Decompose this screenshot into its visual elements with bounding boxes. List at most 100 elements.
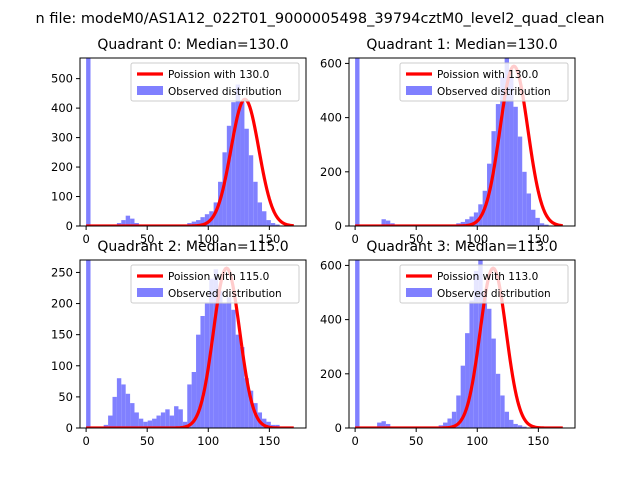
observed-bar <box>160 412 166 428</box>
legend: Poission with 130.0 Observed distribution <box>399 62 569 102</box>
x-tick-label: 100 <box>197 434 219 448</box>
observed-bar <box>385 220 391 226</box>
observed-bar <box>465 219 470 226</box>
observed-bar <box>504 58 510 226</box>
observed-bar <box>482 292 488 428</box>
observed-bar <box>544 224 549 226</box>
legend-bar-swatch <box>137 86 163 95</box>
subplot-title: Quadrant 1: Median=130.0 <box>366 37 557 53</box>
subplot-quadrant-0: 0 50 100 150 0 100 200 300 400 500 Poission with 1… <box>51 37 307 246</box>
y-tick-label: 400 <box>51 101 73 115</box>
observed-bar <box>262 211 267 226</box>
observed-bar <box>500 395 505 428</box>
observed-bar <box>451 411 457 428</box>
observed-bar <box>531 209 536 226</box>
y-tick-label: 200 <box>51 160 73 174</box>
observed-bar <box>381 421 386 428</box>
observed-bar <box>266 421 271 428</box>
observed-bar <box>469 216 474 226</box>
observed-bar <box>517 136 523 226</box>
observed-bar <box>509 76 514 226</box>
observed-bar <box>169 415 175 428</box>
observed-bar <box>244 128 249 226</box>
observed-bar <box>178 409 183 428</box>
observed-bar <box>275 224 280 226</box>
figure-suptitle: n file: modeM0/AS1A12_022T01_9000005498_… <box>36 11 605 27</box>
legend-label-observed: Observed distribution <box>437 86 551 98</box>
poisson-curve <box>354 266 564 428</box>
x-tick-label: 150 <box>527 232 549 246</box>
legend-bar-swatch <box>406 288 432 297</box>
observed-bar <box>226 125 232 226</box>
y-tick-label: 0 <box>66 421 73 435</box>
observed-bar <box>355 260 360 428</box>
observed-bar <box>270 223 276 226</box>
observed-bar <box>460 221 466 226</box>
legend-label-poisson: Poission with 115.0 <box>168 271 269 283</box>
axes-frame <box>79 259 307 429</box>
observed-bar <box>504 411 510 428</box>
legend-bar-swatch <box>137 288 163 297</box>
subplot-quadrant-1: 0 50 100 150 0 200 400 600 Poission with 130.0 Ob… <box>320 37 576 246</box>
observed-bar <box>443 422 448 428</box>
y-tick-label: 0 <box>66 219 73 233</box>
legend: Poission with 130.0 Observed distribution <box>130 62 300 102</box>
x-tick-label: 50 <box>140 232 155 246</box>
y-tick-label: 200 <box>51 297 73 311</box>
x-tick-label: 50 <box>140 434 155 448</box>
observed-bar <box>191 221 197 226</box>
observed-bar <box>165 409 170 428</box>
observed-bar <box>134 412 139 428</box>
poisson-curve <box>85 266 295 428</box>
observed-bar <box>244 378 249 428</box>
legend-label-observed: Observed distribution <box>437 288 551 300</box>
observed-bar <box>509 419 514 428</box>
observed-bar <box>231 309 236 428</box>
x-tick-label: 0 <box>82 232 89 246</box>
observed-bar <box>491 338 496 428</box>
x-tick-label: 0 <box>351 434 358 448</box>
observed-bar <box>522 426 527 428</box>
y-tick-label: 0 <box>335 219 342 233</box>
observed-bar <box>473 212 479 226</box>
observed-bar <box>187 384 192 428</box>
observed-bar <box>517 425 523 428</box>
axes-frame <box>348 57 576 227</box>
observed-bar <box>495 104 501 226</box>
observed-bar <box>381 219 386 226</box>
y-tick-label: 200 <box>320 367 342 381</box>
observed-bar <box>469 300 474 428</box>
observed-bar <box>222 303 227 428</box>
y-tick-label: 0 <box>335 421 342 435</box>
x-tick-label: 0 <box>351 232 358 246</box>
observed-bar <box>513 106 518 226</box>
observed-bar <box>218 291 223 428</box>
observed-bar <box>156 415 161 428</box>
observed-bar <box>240 102 245 226</box>
observed-bar <box>231 102 236 226</box>
legend-box <box>399 62 569 102</box>
y-tick-label: 400 <box>320 313 342 327</box>
legend-box <box>399 264 569 304</box>
legend-label-poisson: Poission with 113.0 <box>437 271 538 283</box>
subplot-quadrant-2: 0 50 100 150 0 50 100 150 200 250 Poission with 11… <box>51 239 307 448</box>
y-tick-label: 600 <box>320 258 342 272</box>
observed-bar <box>125 393 131 428</box>
observed-bar <box>539 223 545 226</box>
observed-bar <box>138 418 144 428</box>
observed-bar <box>174 406 179 428</box>
x-tick-label: 100 <box>197 232 219 246</box>
observed-bar <box>191 372 197 428</box>
subplot-title: Quadrant 3: Median=113.0 <box>366 239 557 255</box>
x-tick-label: 50 <box>409 232 424 246</box>
x-tick-label: 100 <box>466 232 488 246</box>
observed-bar <box>130 403 135 428</box>
observed-bar <box>355 58 360 226</box>
observed-bar <box>377 422 382 428</box>
legend-label-poisson: Poission with 130.0 <box>437 69 538 81</box>
legend-bar-swatch <box>406 86 432 95</box>
observed-bar <box>116 378 122 428</box>
observed-bar <box>125 215 131 226</box>
